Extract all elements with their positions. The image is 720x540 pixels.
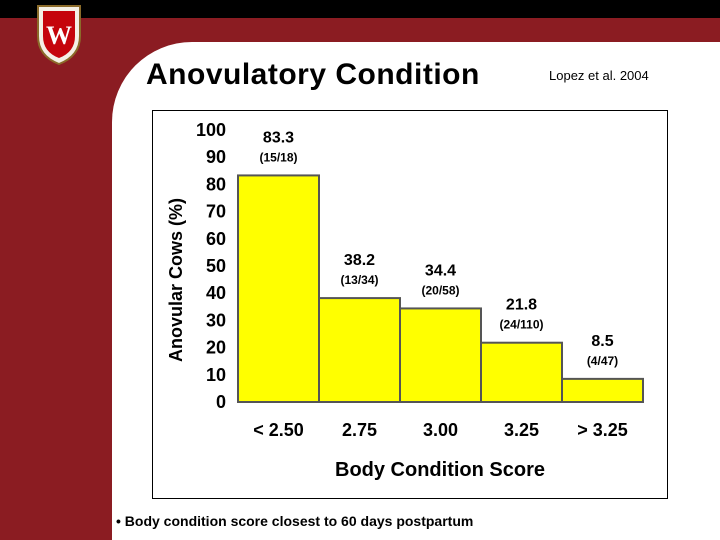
data-count-label: (15/18) (259, 150, 297, 164)
data-value-label: 83.3 (263, 129, 294, 146)
data-value-label: 8.5 (591, 333, 613, 350)
x-tick-label: 3.25 (504, 420, 539, 440)
data-count-label: (4/47) (587, 354, 618, 368)
data-value-label: 34.4 (425, 262, 456, 279)
x-tick-label: 2.75 (342, 420, 377, 440)
y-tick-label: 90 (206, 147, 226, 167)
crest-letter: W (46, 21, 72, 50)
bar-chart: Anovular Cows (%) Body Condition Score 0… (166, 120, 644, 481)
y-tick-label: 60 (206, 229, 226, 249)
x-axis-label: Body Condition Score (335, 459, 545, 481)
y-tick-label: 50 (206, 256, 226, 276)
bar (399, 307, 482, 404)
y-axis-label: Anovular Cows (%) (166, 198, 186, 362)
bar (318, 297, 401, 403)
bullet-text: Body condition score closest to 60 days … (124, 513, 474, 529)
top-bar (0, 0, 720, 18)
bar (237, 174, 320, 404)
y-tick-label: 0 (216, 392, 226, 412)
y-tick-label: 70 (206, 202, 226, 222)
x-tick-label: > 3.25 (577, 420, 628, 440)
x-tick-label: < 2.50 (253, 420, 304, 440)
data-count-label: (20/58) (421, 283, 459, 297)
data-count-label: (13/34) (340, 273, 378, 287)
y-tick-label: 40 (206, 283, 226, 303)
data-count-label: (24/110) (499, 318, 543, 332)
y-tick-label: 30 (206, 310, 226, 330)
slide-title: Anovulatory Condition (146, 58, 480, 91)
citation: Lopez et al. 2004 (549, 68, 649, 83)
x-tick-label: 3.00 (423, 420, 458, 440)
y-tick-label: 20 (206, 338, 226, 358)
bullet-note: • Body condition score closest to 60 day… (116, 513, 473, 529)
y-tick-label: 80 (206, 174, 226, 194)
y-tick-label: 100 (196, 120, 226, 140)
data-value-label: 38.2 (344, 252, 375, 269)
uw-crest-icon: W (37, 5, 81, 66)
data-value-label: 21.8 (506, 297, 537, 314)
bar (480, 341, 563, 403)
bullet-marker: • (116, 513, 121, 529)
y-tick-label: 10 (206, 365, 226, 385)
bar (561, 377, 644, 404)
